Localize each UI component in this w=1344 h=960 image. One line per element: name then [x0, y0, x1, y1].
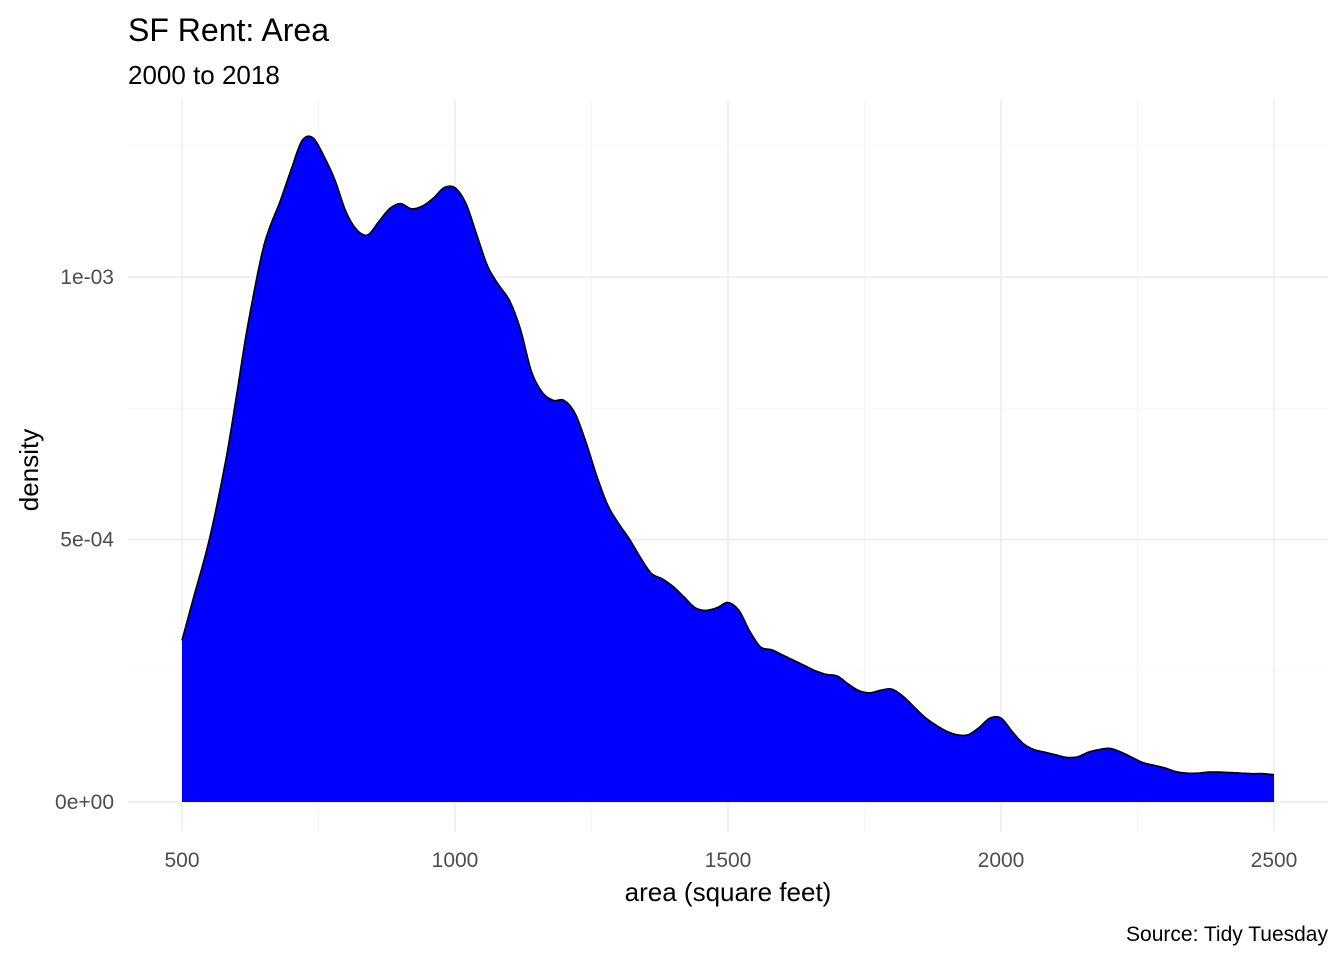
density-line — [181, 135, 1275, 776]
chart-subtitle: 2000 to 2018 — [128, 60, 280, 90]
x-axis-ticks: 500 1000 1500 2000 2500 — [164, 849, 1297, 872]
chart-title: SF Rent: Area — [128, 12, 329, 48]
x-tick-label: 500 — [164, 849, 199, 872]
y-tick-label: 5e-04 — [60, 529, 114, 552]
x-tick-label: 1500 — [705, 849, 752, 872]
y-axis-ticks: 0e+00 5e-04 1e-03 — [55, 266, 114, 814]
plot-area — [181, 135, 1275, 802]
x-axis-title: area (square feet) — [625, 877, 832, 907]
x-tick-label: 2000 — [978, 849, 1025, 872]
x-tick-label: 1000 — [432, 849, 479, 872]
x-tick-label: 2500 — [1251, 849, 1298, 872]
chart-caption: Source: Tidy Tuesday — [1126, 923, 1328, 946]
y-tick-label: 1e-03 — [60, 266, 114, 289]
y-axis-title: density — [14, 429, 44, 511]
y-tick-label: 0e+00 — [55, 791, 114, 814]
density-area — [182, 136, 1274, 802]
